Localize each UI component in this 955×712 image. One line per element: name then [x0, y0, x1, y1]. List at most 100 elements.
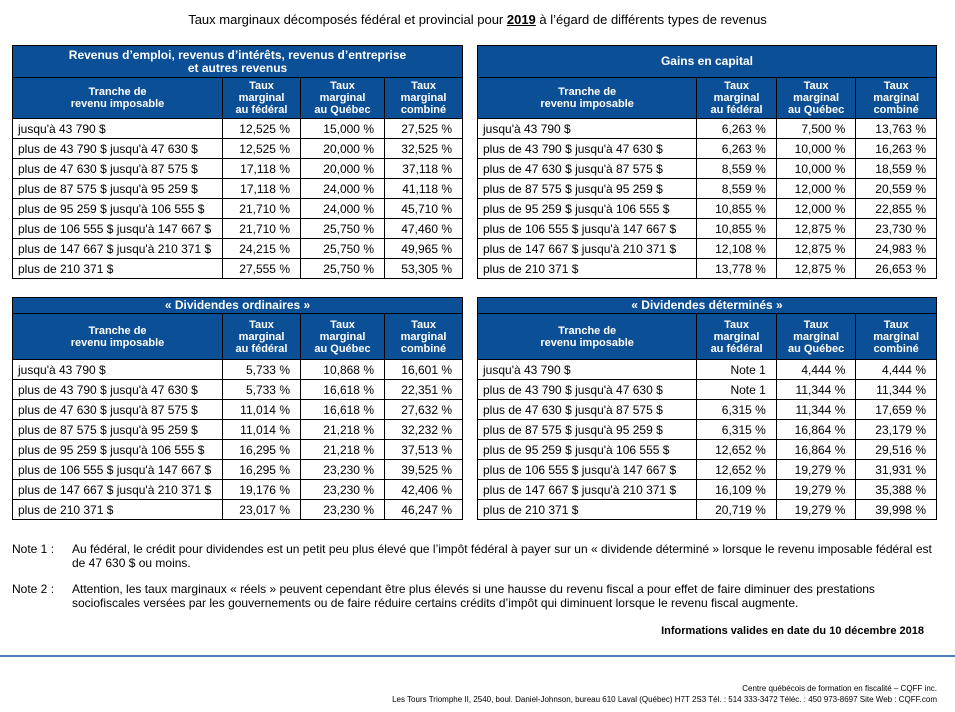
quebec-rate-cell: 21,218 %: [300, 439, 385, 460]
table-row: jusqu'à 43 790 $ Note 1 4,444 % 4,444 %: [476, 359, 937, 380]
column-header: Taux marginal au Québec: [775, 313, 857, 360]
federal-rate-cell: 11,014 %: [222, 399, 301, 420]
federal-rate-cell: 19,176 %: [222, 479, 301, 500]
federal-rate-cell: 20,719 %: [696, 499, 777, 520]
quebec-rate-cell: 21,218 %: [300, 419, 385, 440]
bracket-cell: plus de 210 371 $: [12, 258, 223, 279]
bracket-cell: jusqu'à 43 790 $: [12, 118, 223, 139]
column-header: Taux marginal au Québec: [300, 313, 385, 360]
combined-rate-cell: 26,653 %: [855, 258, 937, 279]
quebec-rate-cell: 11,344 %: [775, 399, 857, 420]
combined-rate-cell: 13,763 %: [855, 118, 937, 139]
combined-rate-cell: 47,460 %: [383, 218, 464, 239]
federal-rate-cell: 6,263 %: [696, 118, 777, 139]
bracket-cell: plus de 87 575 $ jusqu'à 95 259 $: [12, 419, 223, 440]
combined-rate-cell: 31,931 %: [855, 459, 937, 480]
column-header: Tranche de revenu imposable: [476, 77, 698, 119]
table-row: plus de 87 575 $ jusqu'à 95 259 $17,118 …: [12, 178, 464, 199]
federal-rate-cell: 12,525 %: [222, 138, 301, 159]
federal-rate-cell: 17,118 %: [222, 158, 301, 179]
table-row: plus de 95 259 $ jusqu'à 106 555 $12,652…: [476, 439, 937, 460]
document-title: Taux marginaux décomposés fédéral et pro…: [0, 12, 955, 27]
federal-rate-cell: 24,215 %: [222, 238, 301, 259]
combined-rate-cell: 23,730 %: [855, 218, 937, 239]
combined-rate-cell: 17,659 %: [855, 399, 937, 420]
quebec-rate-cell: 12,000 %: [775, 178, 857, 199]
bracket-cell: plus de 43 790 $ jusqu'à 47 630 $: [12, 379, 223, 400]
title-text: Taux marginaux décomposés fédéral et pro…: [188, 12, 507, 27]
bracket-cell: plus de 87 575 $ jusqu'à 95 259 $: [12, 178, 223, 199]
column-header: Taux marginal au Québec: [300, 77, 385, 119]
federal-rate-cell: 5,733 %: [222, 359, 301, 380]
bracket-cell: plus de 106 555 $ jusqu'à 147 667 $: [12, 218, 223, 239]
federal-rate-cell: 27,555 %: [222, 258, 301, 279]
table-employment-income: Revenus d’emploi, revenus d’intérêts, re…: [11, 45, 464, 279]
federal-rate-cell: 11,014 %: [222, 419, 301, 440]
combined-rate-cell: 45,710 %: [383, 198, 464, 219]
column-header: Taux marginal combiné: [855, 77, 937, 119]
table-row: plus de 210 371 $23,017 % 23,230 % 46,247 …: [12, 499, 464, 520]
quebec-rate-cell: 16,618 %: [300, 399, 385, 420]
combined-rate-cell: 4,444 %: [855, 359, 937, 380]
combined-rate-cell: 18,559 %: [855, 158, 937, 179]
table-row: plus de 87 575 $ jusqu'à 95 259 $11,014 …: [12, 419, 464, 440]
table-row: plus de 47 630 $ jusqu'à 87 575 $8,559 %…: [476, 158, 937, 179]
table-row: plus de 106 555 $ jusqu'à 147 667 $21,71…: [12, 218, 464, 239]
table-row: plus de 87 575 $ jusqu'à 95 259 $8,559 %…: [476, 178, 937, 199]
combined-rate-cell: 39,525 %: [383, 459, 464, 480]
bracket-cell: plus de 210 371 $: [12, 499, 223, 520]
bracket-cell: plus de 210 371 $: [476, 258, 698, 279]
bracket-cell: plus de 47 630 $ jusqu'à 87 575 $: [476, 399, 698, 420]
quebec-rate-cell: 4,444 %: [775, 359, 857, 380]
column-header: Taux marginal au Québec: [775, 77, 857, 119]
quebec-rate-cell: 10,000 %: [775, 158, 857, 179]
table-row: jusqu'à 43 790 $6,263 % 7,500 % 13,763 %: [476, 118, 937, 139]
quebec-rate-cell: 23,230 %: [300, 459, 385, 480]
bracket-cell: jusqu'à 43 790 $: [12, 359, 223, 380]
bracket-cell: plus de 87 575 $ jusqu'à 95 259 $: [476, 419, 698, 440]
table-caption: « Dividendes ordinaires »: [11, 297, 464, 314]
combined-rate-cell: 27,632 %: [383, 399, 464, 420]
federal-rate-cell: 12,652 %: [696, 439, 777, 460]
quebec-rate-cell: 23,230 %: [300, 479, 385, 500]
quebec-rate-cell: 12,875 %: [775, 258, 857, 279]
quebec-rate-cell: 24,000 %: [300, 198, 385, 219]
table-row: plus de 87 575 $ jusqu'à 95 259 $6,315 %…: [476, 419, 937, 440]
column-header: Taux marginal combiné: [855, 313, 937, 360]
quebec-rate-cell: 23,230 %: [300, 499, 385, 520]
table-row: plus de 106 555 $ jusqu'à 147 667 $10,85…: [476, 218, 937, 239]
quebec-rate-cell: 12,875 %: [775, 218, 857, 239]
quebec-rate-cell: 20,000 %: [300, 158, 385, 179]
combined-rate-cell: 49,965 %: [383, 238, 464, 259]
federal-rate-cell: 16,295 %: [222, 439, 301, 460]
column-header: Taux marginal au fédéral: [222, 313, 301, 360]
quebec-rate-cell: 10,000 %: [775, 138, 857, 159]
federal-rate-cell: 10,855 %: [696, 198, 777, 219]
federal-rate-cell: 17,118 %: [222, 178, 301, 199]
combined-rate-cell: 23,179 %: [855, 419, 937, 440]
combined-rate-cell: 24,983 %: [855, 238, 937, 259]
table-row: plus de 95 259 $ jusqu'à 106 555 $10,855…: [476, 198, 937, 219]
quebec-rate-cell: 25,750 %: [300, 238, 385, 259]
combined-rate-cell: 39,998 %: [855, 499, 937, 520]
combined-rate-cell: 16,263 %: [855, 138, 937, 159]
column-header: Taux marginal combiné: [383, 313, 464, 360]
federal-rate-cell: 8,559 %: [696, 158, 777, 179]
combined-rate-cell: 35,388 %: [855, 479, 937, 500]
quebec-rate-cell: 12,875 %: [775, 238, 857, 259]
federal-rate-cell: 21,710 %: [222, 198, 301, 219]
federal-rate-cell: 12,652 %: [696, 459, 777, 480]
combined-rate-cell: 32,232 %: [383, 419, 464, 440]
validity-date: Informations valides en date du 10 décem…: [661, 625, 924, 637]
quebec-rate-cell: 11,344 %: [775, 379, 857, 400]
table-row: plus de 43 790 $ jusqu'à 47 630 $6,263 %…: [476, 138, 937, 159]
column-header: Tranche de revenu imposable: [476, 313, 698, 360]
quebec-rate-cell: 20,000 %: [300, 138, 385, 159]
federal-rate-cell: Note 1: [696, 379, 777, 400]
note-2: Note 2 : Attention, les taux marginaux « …: [12, 582, 932, 610]
bracket-cell: plus de 147 667 $ jusqu'à 210 371 $: [12, 479, 223, 500]
bracket-cell: plus de 147 667 $ jusqu'à 210 371 $: [476, 479, 698, 500]
table-row: plus de 47 630 $ jusqu'à 87 575 $11,014 …: [12, 399, 464, 420]
bracket-cell: plus de 87 575 $ jusqu'à 95 259 $: [476, 178, 698, 199]
